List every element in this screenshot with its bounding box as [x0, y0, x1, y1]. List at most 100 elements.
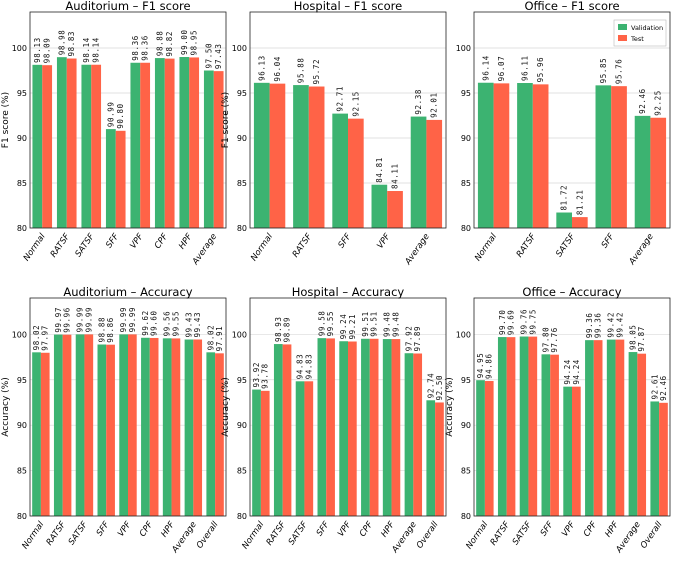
- bar-test: [215, 353, 224, 516]
- x-tick-label: CPF: [138, 520, 155, 539]
- bar-validation: [97, 344, 107, 516]
- data-label-validation: 98.14: [82, 37, 91, 63]
- x-tick-label: Normal: [473, 231, 499, 263]
- data-label-validation: 98.13: [33, 37, 42, 63]
- bar-validation: [119, 334, 128, 516]
- data-label-test: 99.55: [326, 311, 335, 337]
- data-label-validation: 99.99: [76, 307, 85, 333]
- bar-test: [66, 58, 77, 228]
- bar-test: [91, 64, 102, 229]
- x-tick-label: Average: [403, 232, 432, 268]
- y-tick-label: 100: [232, 44, 247, 53]
- data-label-validation: 99.62: [141, 310, 150, 336]
- y-axis-label: Accuracy (%): [445, 377, 455, 437]
- data-label-validation: 98.05: [628, 324, 637, 350]
- x-tick-label: HPF: [379, 520, 397, 539]
- x-tick-label: Average: [627, 232, 656, 268]
- data-label-validation: 90.99: [106, 102, 115, 128]
- bar-validation: [650, 401, 660, 516]
- plot-frame: [473, 297, 671, 517]
- plot-frame: [29, 11, 227, 229]
- bar-test: [128, 334, 137, 516]
- data-label-validation: 99.56: [163, 311, 172, 337]
- x-tick-label: HPF: [603, 520, 621, 539]
- data-label-validation: 99.24: [339, 314, 348, 340]
- y-tick-label: 80: [237, 224, 247, 233]
- data-label-validation: 96.14: [481, 55, 490, 81]
- bar-test: [611, 86, 627, 228]
- bar-test: [550, 354, 559, 516]
- data-label-validation: 99.36: [585, 313, 594, 339]
- chart-panel-5: 80 85 90 95 100 93.92 93.78 Normal 98.93 98.89 RAT…: [221, 285, 447, 556]
- bar-validation: [130, 62, 141, 229]
- y-tick-label: 85: [17, 179, 27, 188]
- x-tick-label: RATSF: [515, 232, 539, 260]
- data-label-test: 97.43: [214, 44, 223, 70]
- data-label-test: 90.80: [116, 103, 125, 129]
- bar-test: [84, 334, 94, 516]
- data-label-test: 98.83: [67, 31, 76, 57]
- chart-panel-2: 80 85 90 95 100 96.13 96.04 Normal 95.88 95.72 RAT…: [221, 0, 447, 268]
- y-tick-label: 80: [461, 512, 471, 521]
- bar-validation: [32, 352, 41, 516]
- bar-test: [260, 390, 270, 516]
- legend-swatch-validation: [618, 24, 627, 30]
- bar-test: [149, 337, 159, 516]
- bar-validation: [476, 380, 485, 516]
- y-tick-label: 85: [461, 179, 471, 188]
- bar-validation: [426, 400, 436, 516]
- data-label-test: 97.76: [550, 327, 559, 353]
- data-label-test: 94.83: [304, 354, 313, 380]
- bar-validation: [179, 57, 190, 228]
- data-label-test: 99.60: [150, 310, 159, 336]
- bar-test: [326, 338, 335, 516]
- data-label-test: 84.11: [391, 163, 400, 189]
- y-tick-label: 80: [237, 512, 247, 521]
- data-label-test: 99.43: [193, 312, 202, 338]
- x-tick-label: VPF: [560, 520, 577, 539]
- data-label-validation: 97.50: [204, 43, 213, 69]
- y-tick-label: 95: [237, 376, 247, 385]
- data-label-test: 94.24: [572, 359, 581, 385]
- data-label-test: 94.86: [485, 353, 494, 379]
- bar-test: [213, 71, 224, 228]
- data-label-test: 81.21: [575, 190, 584, 216]
- x-tick-label: VPF: [128, 232, 145, 251]
- y-tick-label: 90: [237, 134, 247, 143]
- bar-test: [164, 58, 175, 229]
- chart-title: Office – Accuracy: [522, 285, 621, 299]
- data-label-validation: 99.42: [607, 312, 616, 338]
- bar-validation: [404, 353, 414, 516]
- data-label-validation: 94.24: [563, 359, 572, 385]
- data-label-validation: 92.61: [650, 374, 659, 400]
- data-label-test: 99.69: [507, 310, 516, 336]
- data-label-validation: 98.02: [206, 325, 215, 351]
- data-label-test: 97.89: [413, 326, 422, 352]
- x-tick-label: RATSF: [489, 520, 513, 548]
- data-label-test: 95.96: [536, 57, 545, 83]
- y-tick-label: 90: [461, 134, 471, 143]
- y-tick-label: 95: [237, 89, 247, 98]
- bar-test: [391, 339, 401, 516]
- bar-test: [348, 118, 364, 228]
- x-tick-label: Normal: [20, 519, 46, 551]
- y-tick-label: 100: [12, 44, 27, 53]
- data-label-validation: 93.92: [252, 362, 261, 388]
- y-tick-label: 90: [17, 134, 27, 143]
- bar-test: [348, 341, 357, 516]
- data-label-validation: 95.85: [599, 58, 608, 84]
- x-tick-label: RATSF: [291, 232, 315, 260]
- chart-panel-6: 80 85 90 95 100 94.95 94.86 Normal 99.70 99.69 RAT…: [445, 285, 671, 556]
- data-label-validation: 98.88: [97, 317, 106, 343]
- data-label-validation: 94.95: [476, 353, 485, 379]
- chart-panel-3: 80 85 90 95 100 96.14 96.07 Normal 96.11 95.96 RAT…: [456, 0, 671, 268]
- bar-test: [413, 353, 423, 516]
- bar-validation: [105, 129, 116, 228]
- y-tick-label: 85: [17, 467, 27, 476]
- bar-validation: [361, 338, 370, 516]
- data-label-validation: 98.36: [131, 35, 140, 61]
- data-label-test: 98.14: [92, 37, 101, 63]
- data-label-validation: 99.76: [520, 309, 529, 335]
- y-tick-label: 85: [237, 467, 247, 476]
